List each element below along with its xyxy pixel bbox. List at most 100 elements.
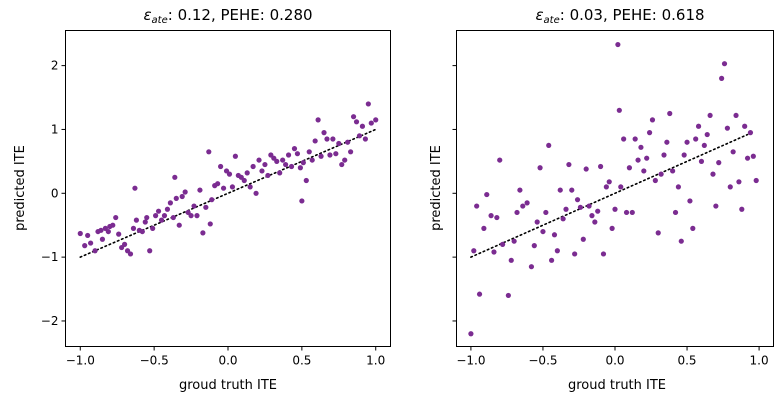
left-panel-title: εate: 0.12, PEHE: 0.280 [143,6,312,26]
right-scatter-point [649,117,656,123]
left-scatter-point [99,236,106,242]
left-scatter-point [306,149,312,155]
left-reference-line [79,128,377,258]
left-scatter-point [167,200,173,206]
right-scatter-point [672,209,679,216]
left-scatter-point [299,198,305,204]
right-scatter-point [641,168,647,174]
left-scatter-point [365,101,371,107]
right-scatter-point [517,187,523,193]
right-scatter-point [491,249,497,255]
left-x-tick-label: −1.0 [66,354,95,368]
right-scatter-point [505,292,511,299]
left-scatter-point [339,161,345,168]
right-scatter-point [742,123,748,129]
left-scatter-point [288,163,295,170]
right-reference-line [470,133,749,258]
right-scatter-point [721,61,728,67]
left-scatter-point [176,222,182,228]
right-scatter-point [528,264,535,270]
left-scatter-point [226,171,233,177]
left-scatter-point [218,163,224,170]
left-x-tick-label: −0.5 [140,354,169,368]
right-scatter-point [563,206,569,212]
left-scatter-point [330,136,336,142]
left-scatter-point [247,184,253,190]
right-x-tick-label: −0.5 [528,354,557,368]
right-scatter-point [481,225,487,231]
right-scatter-point [652,177,658,184]
left-scatter-point [321,130,327,136]
right-scatter-point [597,163,604,170]
left-scatter-point [262,161,268,168]
left-y-tick-label: 2 [51,59,59,73]
right-title-subscript: ate [544,15,560,26]
right-scatter-point [629,209,635,216]
right-scatter-point [551,232,558,238]
right-x-axis-label: groud truth ITE [568,378,666,393]
right-scatter-point [690,225,696,231]
left-scatter-point [182,189,188,195]
left-scatter-point [188,213,194,219]
right-scatter-point [687,198,693,204]
right-scatter-point [500,241,506,247]
right-scatter-point [638,144,644,150]
right-scatter-point [540,228,546,235]
right-scatter-point [543,209,549,216]
left-scatter-point [170,214,176,221]
left-x-axis-label: groud truth ITE [179,378,277,393]
left-scatter-point [161,213,168,219]
left-scatter-point [244,170,250,176]
right-scatter-point [574,197,581,203]
right-scatter-point [678,238,684,244]
right-panel: εate: 0.03, PEHE: 0.618 −1.0 −0.5 0.0 0.5 1.… [429,6,774,393]
left-scatter-point [215,181,221,187]
right-scatter-point [658,171,664,177]
left-scatter-point [348,149,354,155]
left-scatter-point [253,190,259,196]
right-scatter-point [698,158,705,164]
left-scatter-point [113,214,119,221]
right-scatter-point [644,155,650,161]
right-scatter-point [739,206,745,212]
left-scatter-point [203,204,209,210]
right-x-tick-label: 0.5 [677,354,696,368]
left-scatter-point [142,219,148,225]
right-x-tick-label: 1.0 [750,354,769,368]
right-scatter-point [508,257,514,263]
left-scatter-point [318,153,324,159]
right-scatter-point [554,248,560,254]
left-scatter-point [294,151,301,157]
right-scatter-point [524,200,530,206]
left-scatter-point [359,123,366,129]
right-scatter-point [646,130,653,136]
right-scatter-point [488,213,494,219]
left-scatter-point [303,177,309,184]
right-scatter-point [549,257,555,263]
left-scatter-point [207,221,213,227]
right-scatter-point [693,136,699,142]
left-y-tick-label: 1 [51,122,59,136]
left-scatter-point [92,248,98,254]
right-scatter-point [497,157,503,163]
left-scatter-point [274,158,280,164]
left-scatter-point [144,214,150,221]
right-plot-frame [456,30,774,347]
right-scatter-point [719,75,725,81]
right-scatter-point [744,155,751,161]
right-scatter-point [534,219,540,225]
left-scatter-point [285,152,292,158]
left-scatter-point [209,197,215,203]
right-scatter-point [557,187,563,193]
left-scatter-point [139,228,145,235]
left-scatter-point [356,133,363,139]
left-panel-marks [77,101,379,258]
left-scatter-point [153,213,159,219]
right-panel-marks [468,41,759,337]
left-scatter-point [277,170,283,176]
left-y-tick-label: −1 [41,250,59,264]
right-scatter-point [511,238,517,244]
left-scatter-point [259,168,265,174]
right-scatter-point [476,291,483,297]
right-y-ticks [452,65,457,322]
